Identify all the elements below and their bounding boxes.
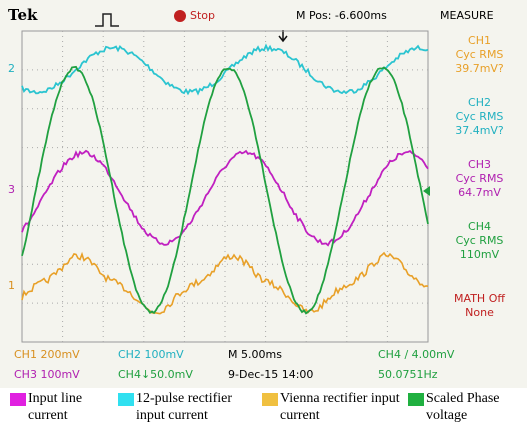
brand: Tek xyxy=(8,6,37,24)
legend-item: Vienna rectifier input current xyxy=(262,390,404,434)
math-value: None xyxy=(432,306,527,320)
acquisition-state: Stop xyxy=(190,9,215,22)
legend-label: 12-pulse rectifier input current xyxy=(136,390,258,424)
menu-title: MEASURE xyxy=(440,9,494,22)
legend-item: Scaled Phase voltage xyxy=(408,390,523,434)
ch1-marker: 1 xyxy=(8,279,15,292)
ch1-scale: CH1 200mV xyxy=(14,348,80,361)
measure-value: 110mV xyxy=(432,248,527,262)
measure-kind: Cyc RMS xyxy=(432,234,527,248)
trigger-icon xyxy=(95,14,119,26)
horizontal-position: M Pos: -6.600ms xyxy=(296,9,387,22)
legend-label: Vienna rectifier input current xyxy=(280,390,404,424)
measure-kind: Cyc RMS xyxy=(432,48,527,62)
ch1-trace xyxy=(22,253,428,314)
ch4-trigger-marker xyxy=(423,186,430,196)
ch3-scale: CH3 100mV xyxy=(14,368,80,381)
legend-item: 12-pulse rectifier input current xyxy=(118,390,258,434)
trigger-pos-arrow xyxy=(279,30,287,41)
measure-value: 64.7mV xyxy=(432,186,527,200)
timebase: M 5.00ms xyxy=(228,348,282,361)
legend-label: Scaled Phase voltage xyxy=(426,390,523,424)
page: Tek Stop M Pos: -6.600ms MEASURE 2 3 1 C… xyxy=(0,0,527,434)
measure-value: 39.7mV? xyxy=(432,62,527,76)
measure-kind: Cyc RMS xyxy=(432,172,527,186)
measure-channel: CH1 xyxy=(432,34,527,48)
legend-label: Input line current xyxy=(28,390,110,424)
legend-swatch xyxy=(118,393,134,406)
legend-swatch xyxy=(408,393,424,406)
measure-channel: CH3 xyxy=(432,158,527,172)
stop-icon xyxy=(174,10,186,22)
ch3-marker: 3 xyxy=(8,183,15,196)
legend-swatch xyxy=(10,393,26,406)
scope-screen: Tek Stop M Pos: -6.600ms MEASURE 2 3 1 C… xyxy=(0,0,527,388)
ch2-scale: CH2 100mV xyxy=(118,348,184,361)
measure-value: 37.4mV? xyxy=(432,124,527,138)
legend-swatch xyxy=(262,393,278,406)
date-time: 9-Dec-15 14:00 xyxy=(228,368,313,381)
math-block: MATH Off None xyxy=(432,292,527,320)
measure-kind: Cyc RMS xyxy=(432,110,527,124)
frequency: 50.0751Hz xyxy=(378,368,438,381)
legend-item: Input line current xyxy=(10,390,110,434)
ch2-marker: 2 xyxy=(8,62,15,75)
measure-channel: CH4 xyxy=(432,220,527,234)
measure-channel: CH2 xyxy=(432,96,527,110)
math-label: MATH Off xyxy=(432,292,527,306)
ch4-scale: CH4↓50.0mV xyxy=(118,368,193,381)
trigger: CH4 ∕ 4.00mV xyxy=(378,348,454,361)
